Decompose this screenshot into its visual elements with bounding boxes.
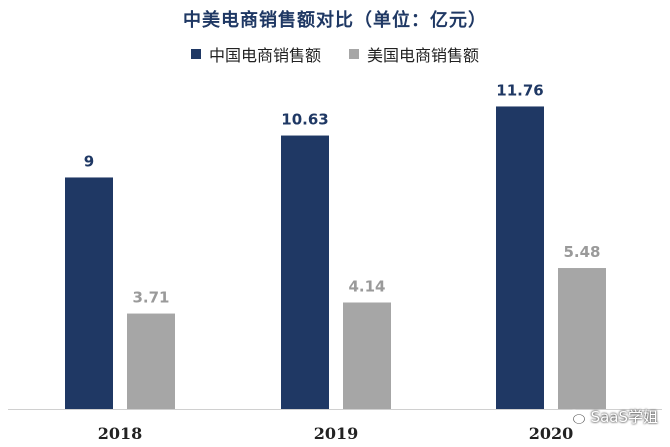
data-label-china-2019: 10.63: [281, 111, 328, 129]
data-label-china-2020: 11.76: [496, 81, 543, 99]
legend-item-usa: 美国电商销售额: [349, 42, 479, 66]
legend-label-usa: 美国电商销售额: [367, 46, 480, 65]
bar-usa-2018: [127, 313, 175, 409]
bar-usa-2019: [343, 302, 391, 409]
bar-china-2020: [496, 106, 544, 410]
chart-title: 中美电商销售额对比（单位：亿元）: [183, 10, 487, 31]
bar-usa-2020: [558, 268, 606, 409]
data-label-china-2018: 9: [84, 152, 94, 170]
x-tick-label-2020: 2020: [529, 424, 574, 443]
wechat-icon: [565, 409, 586, 425]
watermark-text: SaaS学姐: [590, 408, 658, 426]
legend-label-china: 中国电商销售额: [208, 46, 321, 65]
bar-china-2019: [281, 135, 329, 410]
legend: 中国电商销售额 美国电商销售额: [0, 42, 670, 66]
legend-swatch-usa: [349, 49, 359, 59]
data-label-usa-2020: 5.48: [563, 243, 600, 261]
x-tick-label-2018: 2018: [98, 424, 143, 443]
bar-china-2018: [65, 177, 113, 409]
data-label-usa-2018: 3.71: [132, 289, 169, 307]
x-tick-label-2019: 2019: [314, 424, 359, 443]
watermark: SaaS学姐: [565, 406, 658, 427]
legend-swatch-china: [190, 49, 201, 59]
legend-item-china: 中国电商销售额: [190, 42, 321, 66]
data-label-usa-2019: 4.14: [348, 277, 385, 295]
